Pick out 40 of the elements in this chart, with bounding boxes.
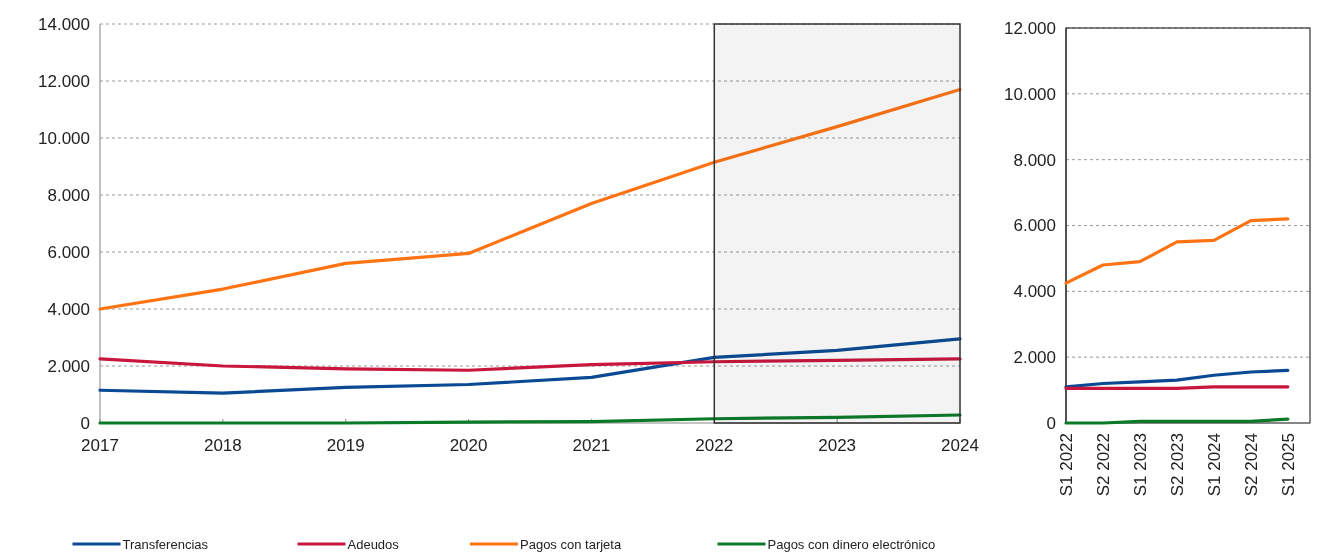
y-tick-label: 6.000 [1013,216,1056,236]
y-tick-label: 12.000 [1004,18,1056,38]
x-tick-label: S2 2024 [1241,433,1261,497]
x-tick-label: 2020 [449,436,488,455]
y-tick-label: 2.000 [47,356,90,376]
x-tick-label: S1 2025 [1278,433,1298,497]
x-tick-label: 2017 [81,436,119,455]
y-tick-label: 0 [1046,413,1056,433]
x-tick-label: 2018 [203,436,242,455]
y-tick-label: 8.000 [1013,150,1056,170]
line-series [98,413,962,425]
line-series [1064,217,1290,285]
y-tick-label: 14.000 [38,14,90,34]
line-series [1064,368,1290,389]
y-tick-label: 10.000 [1004,84,1056,104]
y-tick-label: 0 [80,413,90,433]
y-tick-label: 10.000 [38,128,90,148]
legend-label: Pagos con dinero electrónico [767,536,936,552]
y-tick-label: 8.000 [47,185,90,205]
x-tick-label: S1 2024 [1204,433,1224,497]
y-tick-label: 12.000 [38,71,90,91]
line-series [98,337,962,395]
y-tick-label: 6.000 [47,242,90,262]
legend-label: Pagos con tarjeta [520,536,622,552]
x-tick-label: 2021 [572,436,611,455]
y-tick-label: 4.000 [1013,282,1056,302]
legend-label: Adeudos [347,536,400,552]
y-tick-label: 2.000 [1013,348,1056,368]
y-tick-label: 4.000 [47,299,90,319]
x-tick-label: 2022 [695,436,734,455]
x-tick-label: 2023 [818,436,857,455]
x-tick-label: 2024 [941,436,979,455]
line-series [98,357,962,372]
line-series [98,87,962,311]
x-tick-label: S2 2023 [1167,433,1187,497]
x-tick-label: S2 2022 [1093,433,1113,497]
x-tick-label: S1 2022 [1056,433,1076,497]
x-tick-label: 2019 [326,436,365,455]
legend-label: Transferencias [122,536,209,552]
x-tick-label: S1 2023 [1130,433,1150,497]
